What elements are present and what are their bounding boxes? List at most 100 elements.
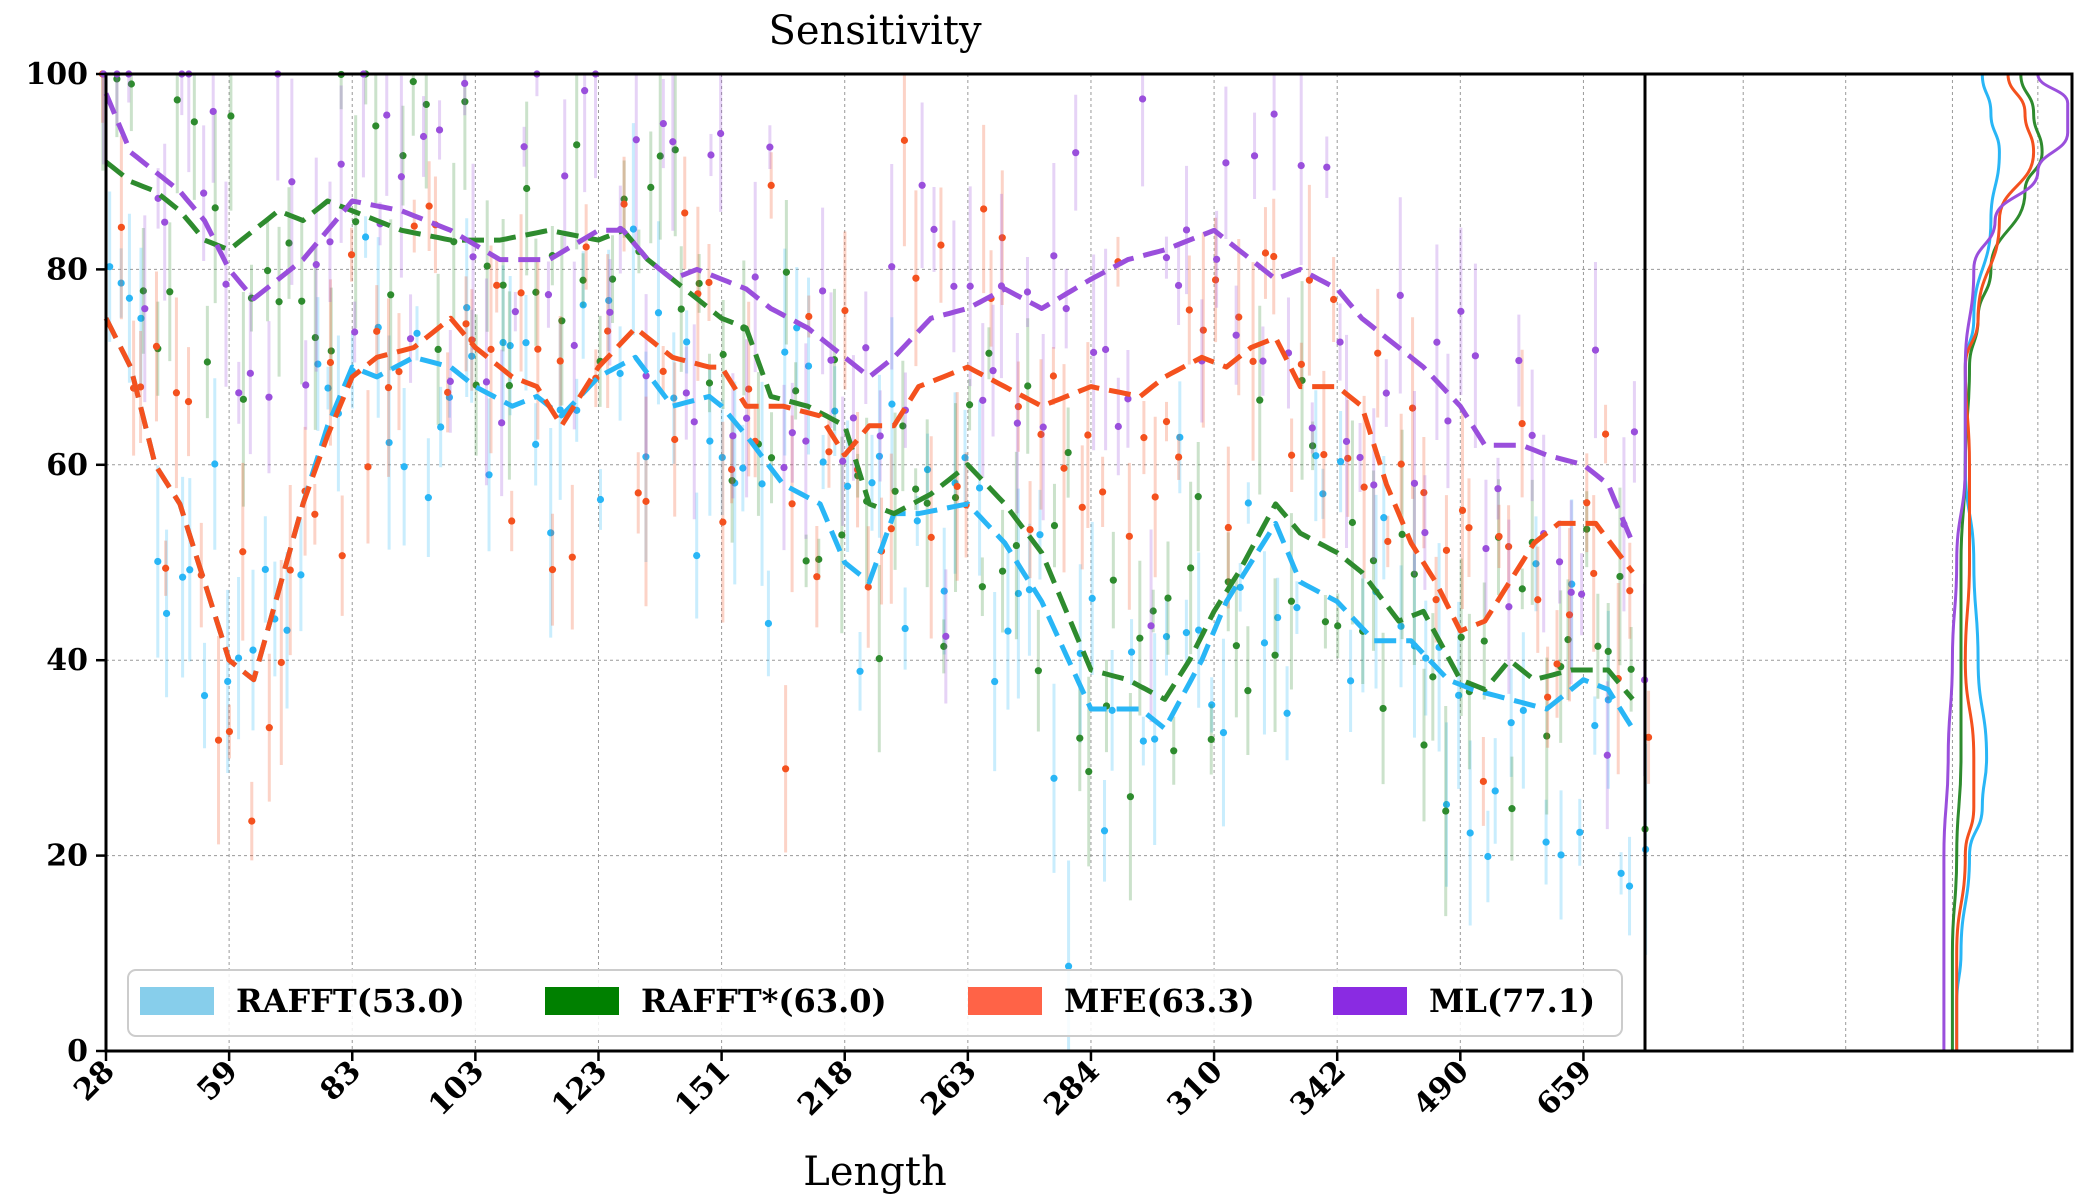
data-point-rafft <box>1220 729 1227 736</box>
data-point-rafft <box>1618 870 1625 877</box>
data-point-mfe <box>385 384 392 391</box>
data-point-rafft-star <box>647 184 654 191</box>
data-point-mfe <box>185 398 192 405</box>
data-point-rafft-star <box>1244 687 1251 694</box>
data-point-mfe <box>865 583 872 590</box>
data-point-ml <box>1457 308 1464 315</box>
x-tick-label: 342 <box>1284 1054 1353 1123</box>
data-point-rafft-star <box>1170 747 1177 754</box>
data-point-ml <box>827 357 834 364</box>
data-point-ml <box>1183 226 1190 233</box>
legend-label-rafft-star: RAFFT*(63.0) <box>641 982 887 1020</box>
data-point-mfe <box>768 182 775 189</box>
data-point-ml <box>222 281 229 288</box>
data-point-rafft-star <box>1024 382 1031 389</box>
data-point-mfe <box>705 279 712 286</box>
data-point-ml <box>942 633 949 640</box>
data-point-ml <box>383 111 390 118</box>
data-point-mfe <box>1480 778 1487 785</box>
data-point-mfe <box>462 320 469 327</box>
data-point-mfe <box>1298 361 1305 368</box>
data-point-rafft-star <box>1442 807 1449 814</box>
density-panel-frame <box>1645 74 2072 1051</box>
data-point-ml <box>1050 252 1057 259</box>
data-point-rafft-star <box>1379 705 1386 712</box>
data-point-ml <box>1222 159 1229 166</box>
data-point-ml <box>498 419 505 426</box>
data-point-rafft-star <box>174 96 181 103</box>
legend-label-rafft: RAFFT(53.0) <box>236 982 465 1020</box>
data-point-mfe <box>1495 533 1502 540</box>
data-point-rafft-star <box>264 267 271 274</box>
data-point-mfe <box>642 498 649 505</box>
data-point-mfe <box>841 307 848 314</box>
data-point-rafft <box>1492 787 1499 794</box>
data-point-ml <box>979 397 986 404</box>
data-point-mfe <box>411 223 418 230</box>
data-point-ml <box>1356 454 1363 461</box>
data-point-mfe <box>1361 484 1368 491</box>
legend-entry-rafft-star: RAFFT*(63.0) <box>545 982 887 1020</box>
legend-entry-rafft: RAFFT(53.0) <box>140 982 465 1020</box>
data-point-ml <box>1336 338 1343 345</box>
data-point-ml <box>265 394 272 401</box>
data-point-ml <box>789 429 796 436</box>
data-point-rafft <box>683 338 690 345</box>
data-point-mfe <box>287 566 294 573</box>
data-point-rafft <box>706 438 713 445</box>
data-point-ml <box>407 335 414 342</box>
data-point-rafft-star <box>912 485 919 492</box>
data-point-mfe <box>1262 249 1269 256</box>
data-point-mfe <box>1583 499 1590 506</box>
data-point-rafft <box>868 479 875 486</box>
data-point-rafft-star <box>191 118 198 125</box>
data-point-ml <box>571 342 578 349</box>
data-point-rafft-star <box>1481 637 1488 644</box>
data-point-mfe <box>549 566 556 573</box>
data-point-ml <box>1444 417 1451 424</box>
data-point-ml <box>561 172 568 179</box>
data-point-rafft <box>1484 853 1491 860</box>
data-point-mfe <box>1288 452 1295 459</box>
data-point-mfe <box>937 241 944 248</box>
data-point-ml <box>1397 292 1404 299</box>
data-point-rafft <box>163 610 170 617</box>
data-point-mfe <box>825 448 832 455</box>
data-point-mfe <box>1544 694 1551 701</box>
data-point-rafft <box>186 566 193 573</box>
x-tick-label: 218 <box>791 1054 860 1123</box>
data-point-ml <box>919 182 926 189</box>
data-point-mfe <box>719 519 726 526</box>
data-point-rafft-star <box>1256 397 1263 404</box>
data-point-mfe <box>928 534 935 541</box>
data-point-mfe <box>373 328 380 335</box>
y-axis-ticks: 020406080100 <box>25 57 106 1069</box>
data-point-rafft-star <box>1127 793 1134 800</box>
data-point-mfe <box>215 737 222 744</box>
data-point-ml <box>1024 288 1031 295</box>
data-point-mfe <box>266 724 273 731</box>
data-point-rafft-star <box>783 269 790 276</box>
data-point-rafft-star <box>410 78 417 85</box>
data-point-rafft <box>1557 851 1564 858</box>
data-point-ml <box>888 263 895 270</box>
data-point-mfe <box>508 517 515 524</box>
data-point-ml <box>1421 529 1428 536</box>
data-point-ml <box>766 144 773 151</box>
data-point-ml <box>1090 349 1097 356</box>
data-point-mfe <box>517 289 524 296</box>
x-axis-ticks: 28 59 83 103 123 151 218 263 284 310 342 490 659 <box>67 1051 1599 1123</box>
data-point-ml <box>1494 485 1501 492</box>
data-point-ml <box>1147 622 1154 629</box>
data-point-rafft-star <box>838 531 845 538</box>
data-point-ml <box>1309 424 1316 431</box>
data-point-ml <box>200 190 207 197</box>
data-point-mfe <box>1374 350 1381 357</box>
data-point-ml <box>862 344 869 351</box>
data-point-ml <box>743 415 750 422</box>
legend: RAFFT(53.0) RAFFT*(63.0) MFE(63.3) ML(77… <box>128 970 1622 1036</box>
data-point-rafft <box>1591 722 1598 729</box>
data-point-mfe <box>980 205 987 212</box>
data-point-mfe <box>1270 253 1277 260</box>
